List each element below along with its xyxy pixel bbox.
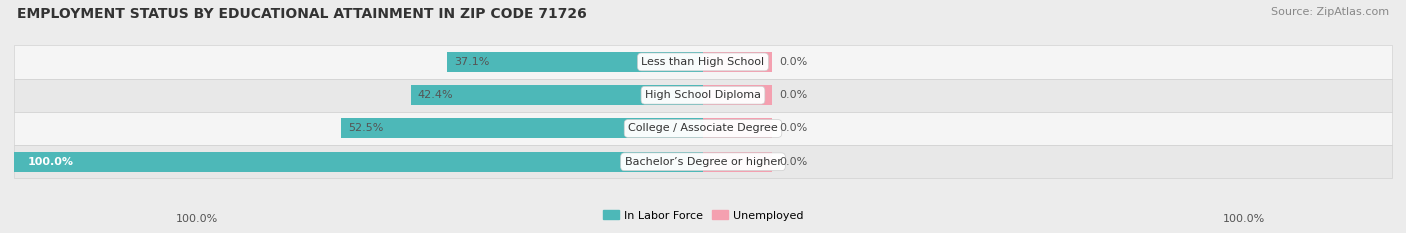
Text: Less than High School: Less than High School [641,57,765,67]
Text: 0.0%: 0.0% [779,57,807,67]
Legend: In Labor Force, Unemployed: In Labor Force, Unemployed [598,206,808,225]
Text: 100.0%: 100.0% [28,157,75,167]
Text: 0.0%: 0.0% [779,90,807,100]
Text: 100.0%: 100.0% [1223,214,1265,224]
Text: College / Associate Degree: College / Associate Degree [628,123,778,134]
Bar [703,85,772,105]
Bar [14,145,1392,178]
Bar [14,45,1392,79]
Bar [703,52,772,72]
Text: 0.0%: 0.0% [779,157,807,167]
Text: 100.0%: 100.0% [176,214,218,224]
Text: 37.1%: 37.1% [454,57,489,67]
Text: EMPLOYMENT STATUS BY EDUCATIONAL ATTAINMENT IN ZIP CODE 71726: EMPLOYMENT STATUS BY EDUCATIONAL ATTAINM… [17,7,586,21]
Bar [703,119,772,138]
Bar [14,112,1392,145]
Bar [411,85,703,105]
Text: 42.4%: 42.4% [418,90,453,100]
Bar [703,152,772,172]
Bar [447,52,703,72]
Text: 52.5%: 52.5% [349,123,384,134]
Text: Source: ZipAtlas.com: Source: ZipAtlas.com [1271,7,1389,17]
Text: High School Diploma: High School Diploma [645,90,761,100]
Text: 0.0%: 0.0% [779,123,807,134]
Bar [342,119,703,138]
Bar [14,152,703,172]
Text: Bachelor’s Degree or higher: Bachelor’s Degree or higher [624,157,782,167]
Bar [14,79,1392,112]
